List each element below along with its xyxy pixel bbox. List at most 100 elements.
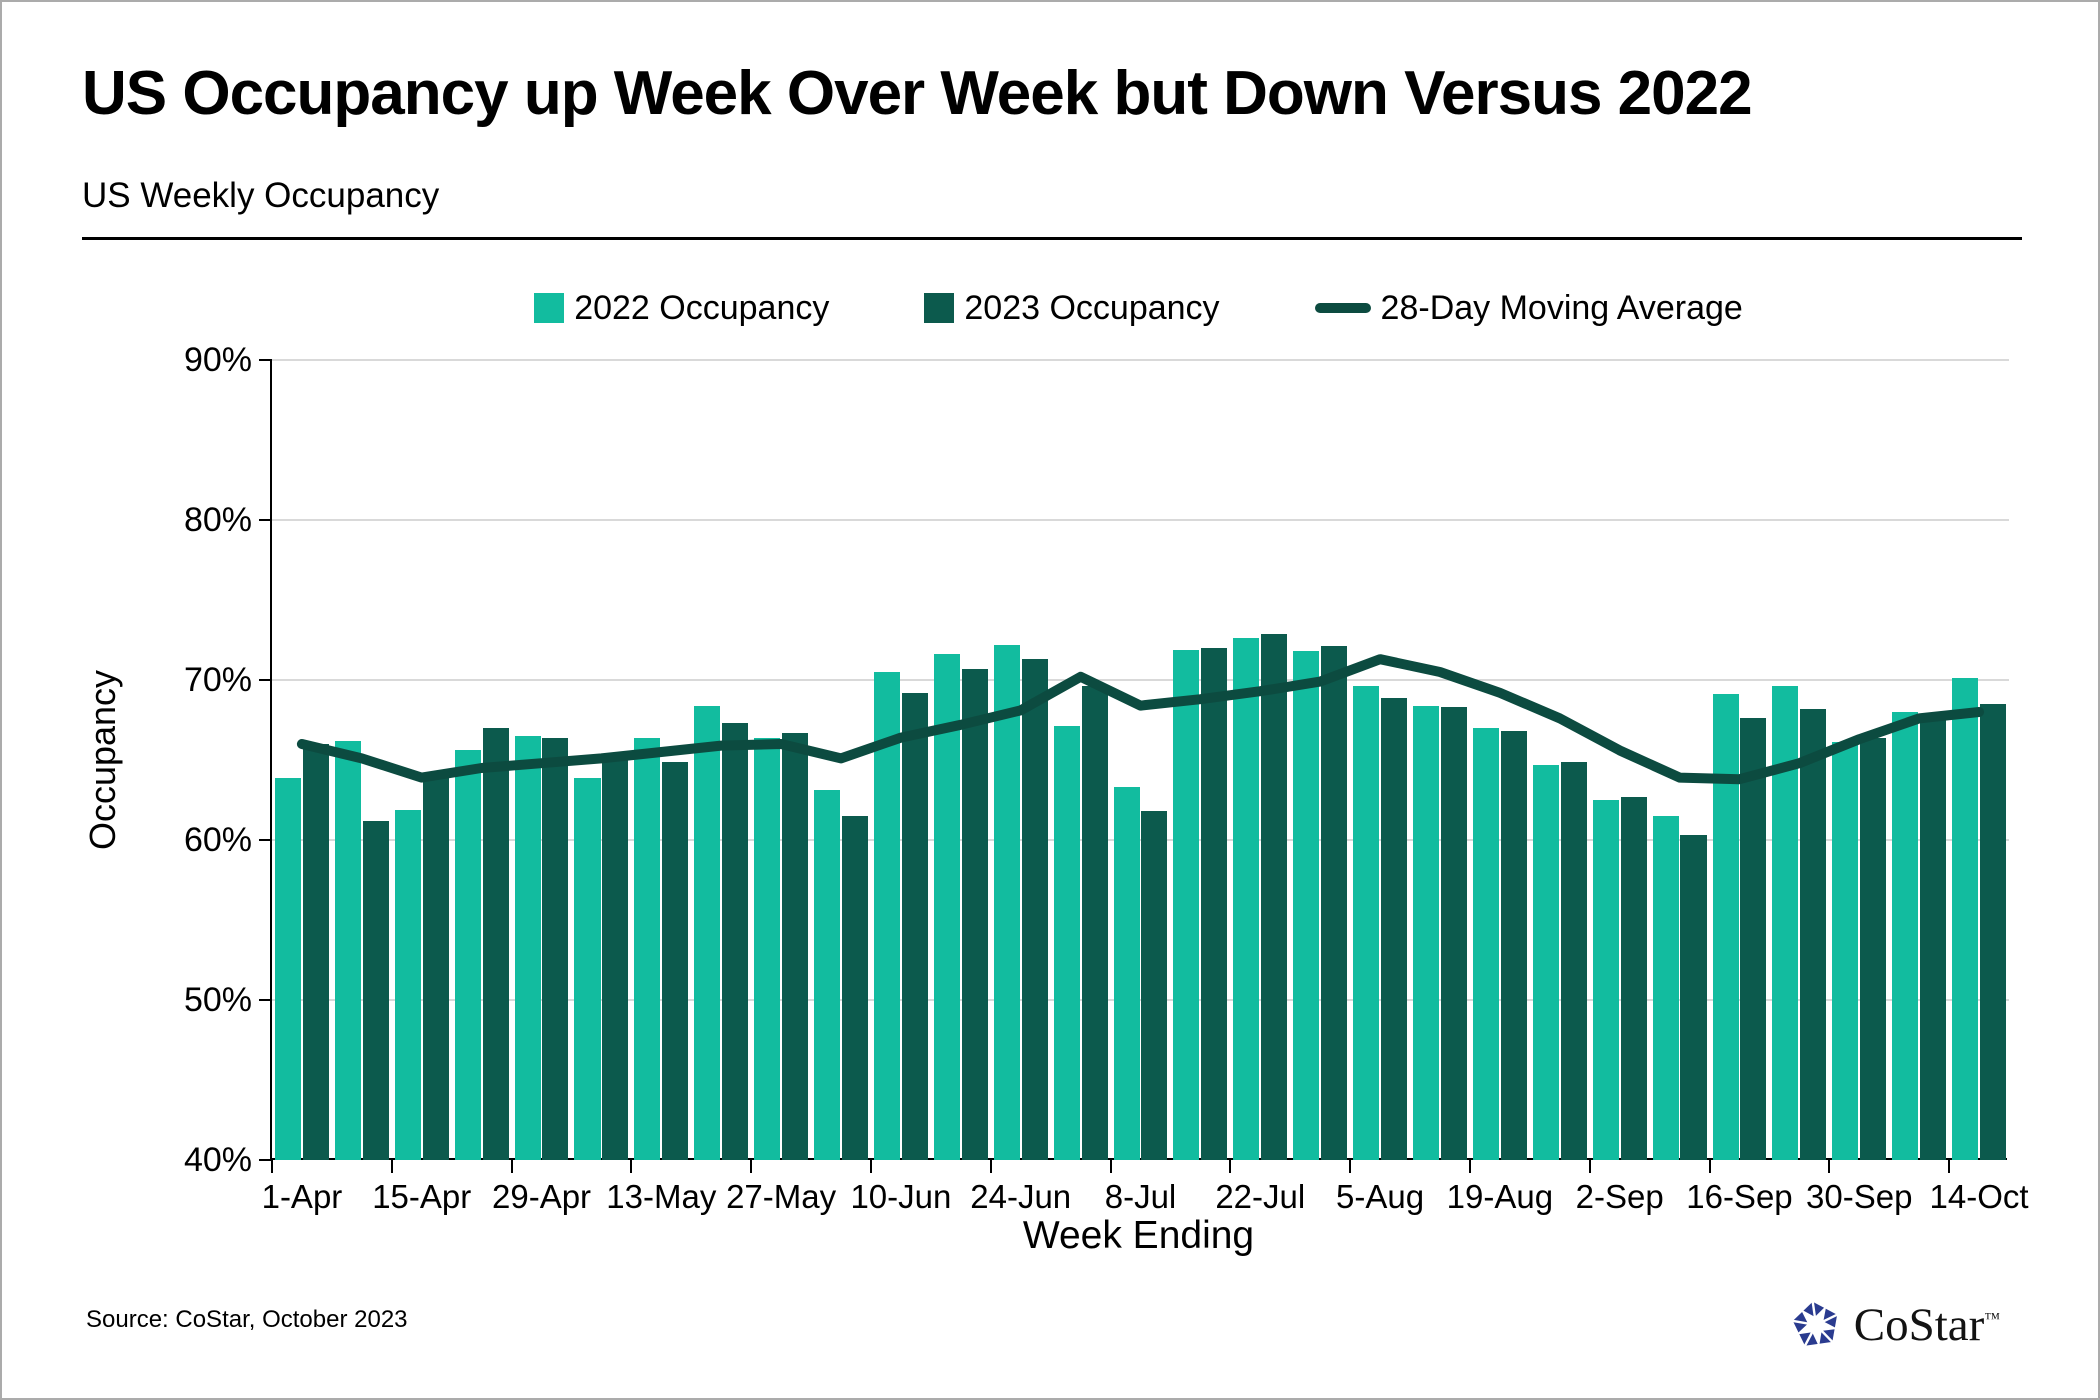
bar-2022-22-Jul bbox=[1233, 638, 1260, 1160]
bar-2023-27-May bbox=[782, 732, 809, 1160]
costar-logo: CoStar™ bbox=[1791, 1298, 2000, 1352]
x-tick-label-14-Oct: 14-Oct bbox=[1929, 1178, 2029, 1215]
costar-logo-text: CoStar™ bbox=[1853, 1299, 2000, 1351]
gridline-50 bbox=[272, 999, 2009, 1001]
legend-label-2022: 2022 Occupancy bbox=[574, 288, 830, 327]
bar-2022-12-Aug bbox=[1413, 705, 1440, 1160]
x-axis-tick-16-Sep bbox=[1708, 1160, 1711, 1173]
bar-2023-1-Jul bbox=[1081, 686, 1108, 1160]
legend-item-moving-average: 28-Day Moving Average bbox=[1314, 288, 1743, 328]
gridline-80 bbox=[272, 519, 2009, 521]
bar-2022-7-Oct bbox=[1892, 712, 1919, 1160]
legend-label-2023: 2023 Occupancy bbox=[964, 288, 1220, 327]
bar-2022-1-Jul bbox=[1053, 726, 1080, 1160]
x-axis-tick-10-Jun bbox=[869, 1160, 872, 1173]
bar-2023-12-Aug bbox=[1440, 707, 1467, 1160]
x-tick-label-22-Jul: 22-Jul bbox=[1215, 1178, 1306, 1215]
y-tick-label-80: 80% bbox=[183, 501, 252, 539]
bar-2023-16-Sep bbox=[1740, 718, 1767, 1160]
bar-2022-10-Jun bbox=[873, 672, 900, 1160]
gridline-90 bbox=[272, 359, 2009, 361]
legend-line-swatch-icon bbox=[1314, 303, 1371, 313]
x-axis-tick-5-Aug bbox=[1349, 1160, 1352, 1173]
y-axis-tick-60 bbox=[259, 839, 272, 841]
x-tick-label-2-Sep: 2-Sep bbox=[1575, 1178, 1664, 1215]
title-divider bbox=[82, 237, 2022, 240]
y-tick-label-60: 60% bbox=[183, 821, 252, 859]
legend-item-2022-occupancy: 2022 Occupancy bbox=[534, 289, 829, 328]
bar-2023-9-Sep bbox=[1680, 835, 1707, 1160]
bar-2023-22-Jul bbox=[1261, 633, 1288, 1160]
bar-2022-19-Aug bbox=[1472, 728, 1499, 1160]
bar-2023-15-Apr bbox=[422, 777, 449, 1160]
bar-2023-19-Aug bbox=[1500, 731, 1527, 1160]
bar-2023-8-Apr bbox=[362, 820, 389, 1160]
x-tick-label-13-May: 13-May bbox=[606, 1178, 717, 1215]
bar-2023-7-Oct bbox=[1920, 718, 1947, 1160]
bar-2022-20-May bbox=[694, 705, 721, 1160]
legend-swatch-2023-icon bbox=[924, 293, 955, 323]
x-axis-tick-29-Apr bbox=[510, 1160, 513, 1173]
bar-2022-29-Apr bbox=[514, 736, 541, 1160]
x-axis-tick-15-Apr bbox=[390, 1160, 393, 1173]
legend: 2022 Occupancy 2023 Occupancy 28-Day Mov… bbox=[270, 285, 2007, 331]
plot-area: 90% 80% 70% 60% 50% 40% 1-Apr 15-Apr 29-Apr 13-Ma… bbox=[184, 341, 2029, 1215]
bar-2022-14-Oct bbox=[1952, 678, 1979, 1160]
bar-2023-17-Jun bbox=[961, 668, 988, 1160]
chart-subtitle: US Weekly Occupancy bbox=[82, 176, 440, 215]
y-axis-tick-90 bbox=[259, 359, 272, 361]
x-tick-label-29-Apr: 29-Apr bbox=[492, 1178, 592, 1215]
bar-2022-15-Jul bbox=[1173, 649, 1200, 1160]
bar-2022-13-May bbox=[634, 737, 661, 1160]
x-tick-label-10-Jun: 10-Jun bbox=[850, 1178, 952, 1215]
x-axis-title: Week Ending bbox=[1022, 1214, 1255, 1257]
bar-2023-5-Aug bbox=[1380, 697, 1408, 1160]
bar-2023-10-Jun bbox=[901, 692, 928, 1160]
bar-2023-15-Jul bbox=[1201, 648, 1228, 1160]
bar-2022-29-Jul bbox=[1293, 651, 1320, 1160]
bar-2022-6-May bbox=[574, 777, 601, 1160]
source-note: Source: CoStar, October 2023 bbox=[86, 1306, 408, 1333]
gridline-70 bbox=[272, 679, 2009, 681]
x-axis-tick-8-Jul bbox=[1109, 1160, 1112, 1173]
bar-2022-22-Apr bbox=[454, 750, 481, 1160]
bar-2023-8-Jul bbox=[1141, 811, 1168, 1160]
bar-2023-3-Jun bbox=[841, 816, 868, 1160]
gridline-60 bbox=[272, 839, 2009, 841]
x-tick-label-15-Apr: 15-Apr bbox=[372, 1178, 472, 1215]
bar-2022-30-Sep bbox=[1832, 742, 1859, 1160]
x-tick-label-19-Aug: 19-Aug bbox=[1446, 1178, 1554, 1215]
bar-2023-1-Apr bbox=[302, 744, 329, 1160]
bar-2023-14-Oct bbox=[1979, 704, 2006, 1160]
x-axis-tick-30-Sep bbox=[1828, 1160, 1831, 1173]
costar-trademark: ™ bbox=[1984, 1310, 2000, 1328]
bar-2023-29-Jul bbox=[1321, 646, 1348, 1160]
y-axis-tick-50 bbox=[259, 999, 272, 1001]
bar-2022-15-Apr bbox=[394, 809, 421, 1160]
bar-2023-6-May bbox=[602, 760, 629, 1160]
chart-title: US Occupancy up Week Over Week but Down … bbox=[82, 59, 1753, 128]
bar-2023-29-Apr bbox=[542, 737, 569, 1160]
bar-2022-9-Sep bbox=[1652, 816, 1679, 1160]
bar-2022-16-Sep bbox=[1712, 694, 1739, 1160]
costar-star-icon bbox=[1791, 1301, 1839, 1348]
y-tick-label-40: 40% bbox=[183, 1141, 252, 1179]
y-axis-tick-80 bbox=[259, 519, 272, 521]
bar-2023-23-Sep bbox=[1800, 708, 1827, 1160]
x-axis-tick-13-May bbox=[630, 1160, 633, 1173]
legend-label-moving-average: 28-Day Moving Average bbox=[1380, 288, 1743, 327]
y-tick-label-50: 50% bbox=[183, 981, 252, 1019]
x-tick-label-30-Sep: 30-Sep bbox=[1806, 1178, 1913, 1215]
y-tick-label-90: 90% bbox=[183, 341, 252, 379]
x-tick-label-24-Jun: 24-Jun bbox=[970, 1178, 1072, 1215]
x-tick-label-27-May: 27-May bbox=[726, 1178, 837, 1215]
x-axis-tick-2-Sep bbox=[1588, 1160, 1591, 1173]
bar-2022-26-Aug bbox=[1532, 764, 1559, 1160]
bar-2022-17-Jun bbox=[933, 654, 960, 1160]
x-tick-label-8-Jul: 8-Jul bbox=[1104, 1178, 1177, 1215]
bar-2023-20-May bbox=[722, 723, 749, 1160]
x-axis-tick-22-Jul bbox=[1229, 1160, 1232, 1173]
x-tick-label-5-Aug: 5-Aug bbox=[1336, 1178, 1425, 1215]
x-axis-tick-1-Apr bbox=[271, 1160, 273, 1173]
